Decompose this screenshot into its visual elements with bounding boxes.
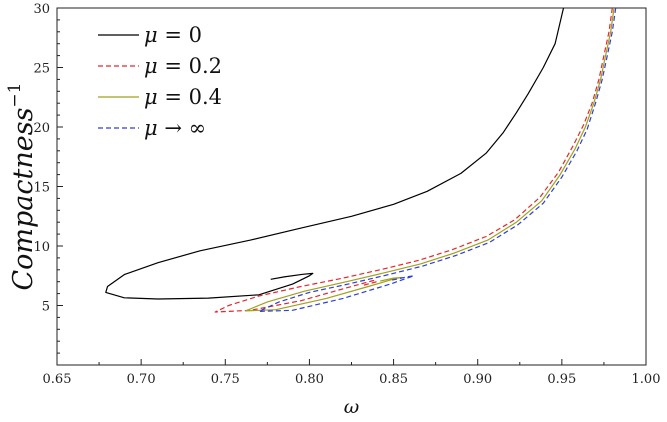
y-axis-label: Compactness−1 [5, 82, 39, 290]
legend: μ = 0 μ = 0.2 μ = 0.4 μ → ∞ [98, 23, 222, 140]
series-layer [105, 7, 617, 313]
y-tick-label: 15 [33, 181, 50, 196]
legend-label-1: μ = 0.2 [144, 54, 222, 78]
legend-label-0: μ = 0 [144, 23, 202, 47]
series-line-2 [244, 7, 615, 312]
x-tick-label: 0.95 [547, 372, 576, 387]
y-tick-label: 30 [33, 2, 50, 17]
y-tick-label: 5 [42, 300, 50, 315]
series-line-0 [105, 7, 565, 300]
x-tick-label: 0.70 [127, 372, 156, 387]
series-line-3 [258, 7, 617, 312]
y-axis-label-main: Compactness [8, 108, 39, 291]
y-tick-label: 20 [33, 121, 50, 136]
x-tick-label: 1.00 [632, 372, 661, 387]
x-tick-label: 0.65 [43, 372, 72, 387]
x-axis-label: ω [344, 396, 360, 418]
axis-ticks: 0.65 0.70 0.75 0.80 0.85 0.90 0.95 1.00 5 10 15 20 2… [33, 2, 660, 387]
y-tick-label: 25 [33, 62, 50, 77]
x-tick-label: 0.80 [295, 372, 324, 387]
y-axis-label-superscript: −1 [5, 82, 25, 107]
y-tick-label: 10 [33, 240, 50, 255]
x-tick-label: 0.90 [463, 372, 492, 387]
x-tick-label: 0.75 [211, 372, 240, 387]
legend-label-2: μ = 0.4 [144, 85, 222, 109]
legend-label-3: μ → ∞ [144, 116, 206, 140]
x-tick-label: 0.85 [379, 372, 408, 387]
series-line-1 [214, 7, 613, 313]
